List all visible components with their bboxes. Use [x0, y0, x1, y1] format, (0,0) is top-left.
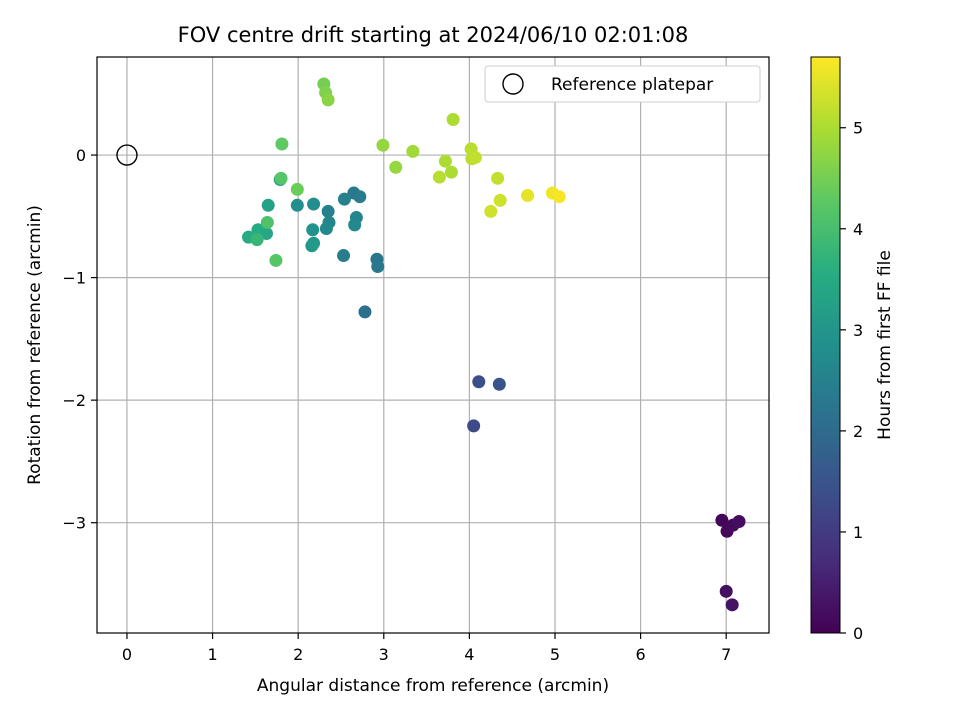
scatter-point	[321, 93, 335, 107]
colorbar-tick-label: 3	[853, 321, 863, 340]
grid-lines	[97, 57, 769, 633]
scatter-point	[492, 377, 506, 391]
colorbar-tick-label: 0	[853, 624, 863, 643]
x-tick-label: 0	[122, 645, 132, 664]
scatter-point	[290, 198, 304, 212]
scatter-point	[261, 198, 275, 212]
scatter-point	[269, 253, 283, 267]
scatter-point	[353, 190, 367, 204]
scatter-point	[306, 223, 320, 237]
axis-ticks: 0 1 2 3 4 5 6 7 −3 −2 −1 0	[62, 146, 731, 664]
scatter-point	[732, 514, 746, 528]
chart-title: FOV centre drift starting at 2024/06/10 …	[178, 23, 689, 47]
x-tick-label: 7	[721, 645, 731, 664]
colorbar-tick-label: 2	[853, 422, 863, 441]
scatter-point	[468, 150, 482, 164]
y-axis-label: Rotation from reference (arcmin)	[25, 205, 45, 485]
scatter-point	[337, 249, 351, 263]
colorbar-tick-label: 1	[853, 523, 863, 542]
legend-box	[484, 65, 761, 103]
scatter-point	[337, 192, 351, 206]
y-tick-label: −3	[62, 514, 86, 533]
scatter-point	[725, 598, 739, 612]
legend-entry-reference-platepar: Reference platepar	[551, 75, 713, 95]
scatter-point	[307, 197, 321, 211]
scatter-point	[493, 193, 507, 207]
legend-marker-icon	[502, 73, 524, 95]
legend: Reference platepar	[484, 65, 761, 103]
scatter-point	[446, 113, 460, 127]
scatter-point	[307, 236, 321, 250]
scatter-point	[275, 137, 289, 151]
plot-area-frame	[96, 56, 770, 634]
scatter-point	[406, 144, 420, 158]
scatter-point	[552, 190, 566, 204]
x-tick-label: 3	[379, 645, 389, 664]
scatter-point	[260, 215, 274, 229]
x-tick-label: 1	[207, 645, 217, 664]
colorbar-tick-label: 5	[853, 119, 863, 138]
scatter-point	[491, 171, 505, 185]
scatter-point	[467, 419, 481, 433]
scatter-point	[484, 204, 498, 218]
x-tick-label: 4	[464, 645, 474, 664]
colorbar-ticks: 0 1 2 3 4 5	[840, 119, 863, 643]
scatter-point	[319, 222, 333, 236]
reference-platepar-marker	[116, 144, 138, 166]
scatter-point	[358, 305, 372, 319]
scatter-point	[521, 188, 535, 202]
scatter-point	[371, 260, 385, 274]
scatter-point	[444, 165, 458, 179]
scatter-point	[715, 513, 729, 527]
colorbar-label: Hours from first FF file	[875, 250, 895, 440]
x-tick-label: 5	[550, 645, 560, 664]
y-tick-label: 0	[76, 146, 86, 165]
scatter-point	[251, 223, 265, 237]
colorbar-tick-label: 4	[853, 220, 863, 239]
scatter-point	[472, 375, 486, 389]
scatter-point	[432, 170, 446, 184]
scatter-point	[274, 171, 288, 185]
x-tick-label: 2	[293, 645, 303, 664]
x-axis-label: Angular distance from reference (arcmin)	[257, 676, 609, 696]
colorbar-gradient	[810, 56, 841, 634]
data-points	[242, 77, 746, 612]
y-tick-label: −2	[62, 391, 86, 410]
scatter-point	[719, 584, 733, 598]
scatter-point	[348, 218, 362, 232]
y-tick-label: −1	[62, 269, 86, 288]
scatter-point	[321, 204, 335, 218]
scatter-point	[389, 160, 403, 174]
scatter-point	[250, 233, 264, 247]
scatter-point	[438, 154, 452, 168]
scatter-point	[376, 138, 390, 152]
colorbar: 0 1 2 3 4 5 Hours from first FF file	[810, 56, 895, 643]
x-tick-label: 6	[635, 645, 645, 664]
scatter-point	[290, 182, 304, 196]
